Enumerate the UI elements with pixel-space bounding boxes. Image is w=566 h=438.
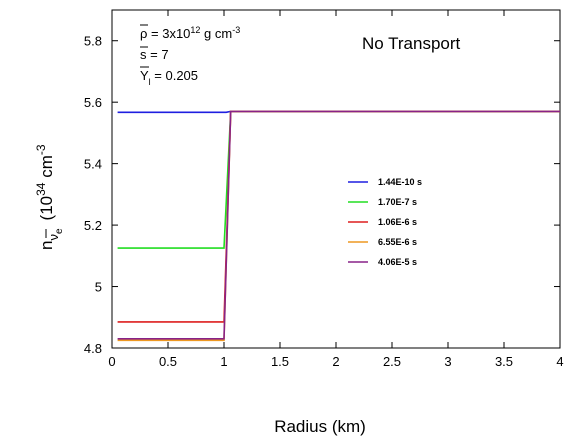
- legend-label-1: 1.44E-10 s: [378, 177, 422, 187]
- legend-label-3: 1.06E-6 s: [378, 217, 417, 227]
- y-tick-label: 5.6: [84, 95, 102, 110]
- y-tick-label: 4.8: [84, 341, 102, 356]
- y-tick-label: 5: [95, 280, 102, 295]
- annotation-lepton-fraction: Yl = 0.205: [140, 68, 198, 87]
- legend-label-5: 4.06E-5 s: [378, 257, 417, 267]
- y-tick-label: 5.4: [84, 157, 102, 172]
- legend: 1.44E-10 s 1.70E-7 s 1.06E-6 s 6.55E-6 s 4.0…: [348, 177, 422, 267]
- x-tick-label: 3: [444, 354, 451, 369]
- legend-label-2: 1.70E-7 s: [378, 197, 417, 207]
- y-axis-label-nu: ν: [46, 234, 61, 241]
- legend-label-4: 6.55E-6 s: [378, 237, 417, 247]
- x-tick-label: 2: [332, 354, 339, 369]
- chart-title: No Transport: [362, 34, 461, 53]
- y-axis-label: nνe(1034 cm-3: [34, 144, 65, 250]
- y-tick-label: 5.8: [84, 34, 102, 49]
- x-tick-label: 3.5: [495, 354, 513, 369]
- y-tick-label: 5.2: [84, 218, 102, 233]
- annotation-entropy: s = 7: [140, 47, 169, 62]
- x-tick-label: 4: [556, 354, 563, 369]
- x-tick-label: 0.5: [159, 354, 177, 369]
- y-axis-label-text: nνe(1034 cm-3: [34, 144, 65, 250]
- x-tick-label: 0: [108, 354, 115, 369]
- y-axis-label-e: e: [54, 228, 65, 234]
- x-tick-label: 1: [220, 354, 227, 369]
- x-tick-label: 1.5: [271, 354, 289, 369]
- annotation-density: ρ = 3x1012 g cm-3: [140, 25, 240, 41]
- x-axis-label: Radius (km): [274, 417, 366, 436]
- series-line-4: [117, 110, 560, 342]
- series-line-2: [117, 110, 560, 249]
- series-line-3: [117, 110, 560, 323]
- series-line-5: [117, 110, 560, 340]
- axis-ticks: 0 0.5 1 1.5 2 2.5 3 3.5 4 4.8 5 5.2 5.4 5.6 5.8: [84, 10, 564, 369]
- x-tick-label: 2.5: [383, 354, 401, 369]
- series-group: [117, 110, 560, 342]
- plot-area-frame: [111, 9, 561, 349]
